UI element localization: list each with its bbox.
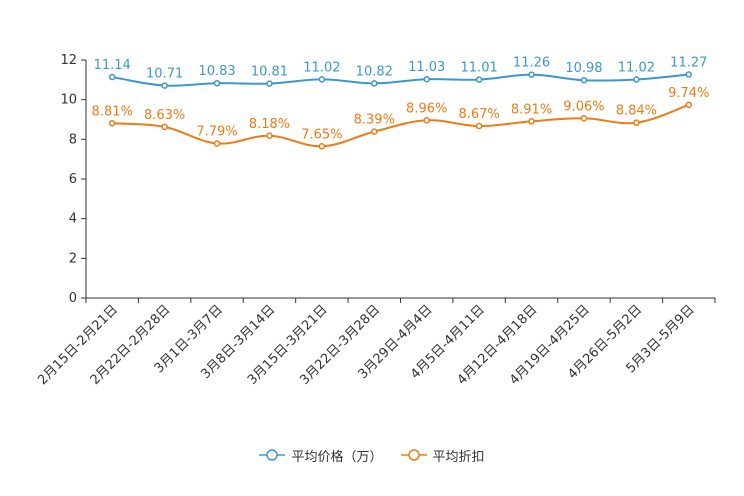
data-label: 10.71 [146, 67, 183, 82]
y-tick-label: 0 [69, 291, 77, 306]
data-label: 10.81 [251, 65, 288, 80]
data-point [213, 140, 221, 147]
series-line [112, 103, 690, 148]
data-point [528, 71, 535, 78]
data-label: 8.91% [511, 102, 552, 117]
data-label: 11.14 [94, 58, 131, 73]
data-label: 10.82 [356, 64, 393, 79]
data-label: 11.02 [303, 60, 340, 75]
data-label: 8.96% [406, 101, 447, 116]
data-label: 10.98 [565, 61, 602, 76]
data-point [266, 80, 273, 87]
legend-label-avg-discount: 平均折扣 [432, 449, 485, 465]
data-point [633, 119, 640, 126]
data-point [580, 76, 588, 84]
data-point [318, 76, 326, 83]
legend-item-avg-price[interactable]: 平均价格（万） [259, 446, 383, 465]
series-layer: 11.14 10.71 10.83 10.81 11.02 10.82 11.03 11.01… [92, 55, 709, 150]
data-point [633, 76, 640, 83]
data-label: 11.03 [408, 60, 445, 75]
data-point [108, 73, 116, 81]
data-label: 9.06% [563, 99, 604, 114]
series-0: 11.14 10.71 10.83 10.81 11.02 10.82 11.03 11.01… [94, 55, 707, 89]
data-label: 11.02 [618, 60, 655, 75]
data-point [528, 118, 535, 125]
series-1: 8.81% 8.63% 7.79% 8.18% 7.65% 8.39% 8.96% 8.67%… [92, 86, 709, 150]
data-point [475, 76, 483, 83]
data-point [475, 122, 483, 130]
legend: 平均价格（万） 平均折扣 [0, 444, 744, 466]
y-tick-label: 4 [69, 212, 77, 227]
data-point [161, 82, 168, 89]
x-axis: 2月15日-2月21日2月22日-2月28日3月1日-3月7日3月8日-3月14… [35, 297, 716, 388]
data-label: 8.81% [92, 104, 133, 119]
y-tick-label: 10 [60, 93, 77, 108]
data-point [580, 115, 588, 122]
data-label: 7.79% [196, 124, 237, 139]
data-point [685, 71, 693, 78]
data-label: 8.67% [458, 107, 499, 122]
data-point [161, 123, 168, 131]
data-label: 10.83 [198, 64, 235, 79]
line-chart: 0 2 4 6 8 10 12 2月15日-2月21日2月22日-2月28日3月1日-3月7… [35, 53, 716, 388]
data-label: 7.65% [301, 127, 342, 142]
data-point [318, 143, 326, 150]
legend-label-avg-price: 平均价格（万） [291, 449, 383, 465]
data-point [371, 80, 378, 87]
data-point [266, 132, 273, 140]
legend-line-circle-icon [259, 449, 286, 461]
y-tick-label: 2 [69, 251, 77, 266]
legend-line-circle-icon [400, 449, 427, 461]
y-tick-label: 8 [69, 132, 77, 147]
y-tick-label: 12 [60, 53, 77, 68]
data-point [685, 101, 693, 109]
data-point [108, 120, 116, 127]
data-label: 9.74% [668, 86, 709, 101]
data-label: 8.63% [144, 108, 185, 123]
data-point [371, 128, 378, 135]
data-label: 8.39% [354, 113, 395, 128]
legend-item-avg-discount[interactable]: 平均折扣 [400, 446, 485, 465]
data-label: 11.27 [670, 55, 707, 70]
series-line [112, 73, 689, 87]
data-label: 11.26 [513, 56, 550, 71]
data-point [423, 117, 430, 124]
data-label: 11.01 [461, 61, 498, 76]
data-label: 8.18% [249, 117, 290, 132]
data-point [423, 75, 430, 83]
y-tick-label: 6 [69, 172, 77, 187]
data-label: 8.84% [616, 104, 657, 119]
data-point [213, 79, 221, 87]
y-axis: 0 2 4 6 8 10 12 [60, 53, 87, 306]
